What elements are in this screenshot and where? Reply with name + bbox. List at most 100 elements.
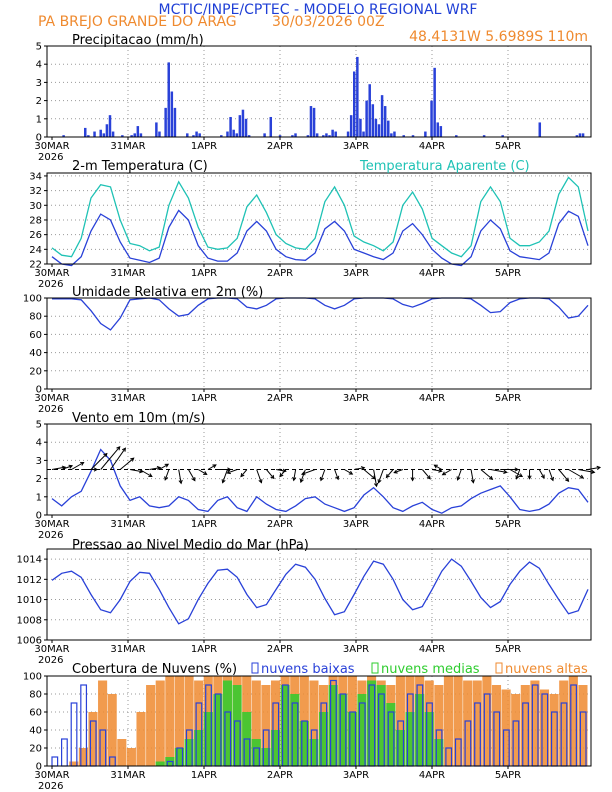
- wind-arrow: [139, 469, 153, 477]
- xtick-label: 1APR: [191, 644, 217, 655]
- cloud-bar-mid: [405, 712, 415, 766]
- pressure-line: [51, 558, 589, 625]
- panel-pressure: Pressao ao Nivel Medio do Mar (hPa) 1006…: [17, 538, 592, 666]
- wind-arrow-head: [470, 479, 475, 484]
- xtick-label: 1APR: [191, 393, 217, 404]
- cloud-bar-high: [107, 694, 117, 766]
- wind-arrow-head: [103, 452, 108, 458]
- wind-arrow-head: [226, 470, 231, 475]
- precip-bar: [192, 135, 195, 137]
- ytick-label: 1006: [17, 636, 42, 647]
- wind-arrow-head: [433, 464, 438, 469]
- xtick-label: 4APR: [419, 519, 445, 530]
- xtick-label: 5APR: [495, 770, 521, 781]
- cloud-bar-mid: [280, 685, 290, 766]
- wind-arrow: [266, 469, 275, 479]
- xtick-label: 5APR: [495, 393, 521, 404]
- precip-bar: [108, 115, 112, 137]
- ytick-label: 20: [29, 366, 42, 377]
- precip-bar: [291, 135, 294, 137]
- wind-arrow: [431, 469, 442, 472]
- cloud-bar-mid: [213, 694, 223, 766]
- wind-arrow: [90, 453, 108, 470]
- precip-bar: [87, 135, 90, 137]
- precip-bar: [170, 91, 174, 137]
- precip-bar: [439, 126, 443, 137]
- cloud-bar-high: [549, 694, 559, 766]
- xtick-year: 2026: [38, 152, 63, 163]
- pressure-xticks: 30MAR 31MAR 1APR 2APR 3APR 4APR 5APR 2026: [34, 640, 521, 666]
- wind-arrow: [558, 469, 569, 482]
- cloud-bar-high: [136, 712, 146, 766]
- ytick-label: 2: [36, 474, 42, 485]
- cloud-bar-mid: [270, 730, 281, 766]
- cloud-bar-low: [51, 756, 59, 767]
- precip-bar: [195, 131, 198, 137]
- apparent-temperature-line: [51, 176, 589, 258]
- wind-arrow-head: [515, 475, 520, 480]
- wind-arrow-head: [178, 479, 183, 485]
- legend-label-high: nuvens altas: [505, 662, 588, 677]
- xtick-label: 3APR: [343, 519, 369, 530]
- precip-bar: [130, 135, 133, 137]
- xtick-label: 5APR: [495, 519, 521, 530]
- precip-bar: [578, 133, 582, 137]
- wind-arrow: [129, 469, 143, 473]
- wind-speed-line: [51, 448, 589, 514]
- wind-xticks: 30MAR 31MAR 1APR 2APR 3APR 4APR 5APR 2026: [34, 515, 521, 541]
- ytick-label: 80: [29, 690, 42, 701]
- precip-bar: [331, 129, 334, 137]
- xtick-label: 3APR: [343, 141, 369, 152]
- precip-bar: [294, 133, 297, 137]
- precip-bar: [455, 135, 458, 137]
- panel-humidity: Umidade Relativa em 2m (%) 020406080100 …: [23, 285, 592, 415]
- cloud-bar-high: [568, 676, 578, 766]
- wind-arrow-head: [438, 468, 443, 473]
- wind-arrow-head: [527, 475, 532, 480]
- humidity-line: [52, 297, 589, 331]
- ytick-label: 0: [36, 133, 42, 144]
- panel-clouds-frame: [46, 675, 592, 767]
- wind-arrow-head: [377, 479, 382, 484]
- panel-precip-frame: [46, 45, 592, 138]
- precip-bar: [167, 62, 170, 137]
- ytick-label: 3: [36, 456, 42, 467]
- cloud-bar-high: [309, 680, 319, 766]
- cloud-bar-high: [463, 680, 473, 766]
- precip-bar: [390, 133, 393, 137]
- cloud-bar-mid: [386, 703, 396, 766]
- precip-bar: [105, 124, 109, 137]
- cloud-bar-high: [501, 689, 511, 766]
- ytick-label: 3: [36, 78, 42, 89]
- panel-humidity-grid: [47, 298, 591, 389]
- wind-arrow: [149, 467, 161, 470]
- wind-arrow: [222, 469, 228, 483]
- cloud-bar-high: [146, 685, 156, 766]
- precip-yticks: 0 1 2 3 4 5: [36, 42, 47, 144]
- cloud-bar-mid: [251, 739, 261, 766]
- ytick-label: 20: [29, 744, 42, 755]
- xtick-label: 2APR: [267, 268, 293, 279]
- wind-arrow-head: [93, 467, 99, 472]
- humidity-xticks: 30MAR 31MAR 1APR 2APR 3APR 4APR 5APR 2026: [34, 389, 521, 415]
- cloud-bar-high: [511, 694, 521, 766]
- precip-bar: [306, 135, 310, 137]
- wind-arrow: [434, 464, 443, 470]
- precip-bar: [164, 107, 167, 137]
- ytick-label: 26: [29, 230, 42, 241]
- wind-arrow: [373, 469, 378, 487]
- xtick-label: 31MAR: [110, 268, 145, 279]
- xtick-label: 5APR: [495, 268, 521, 279]
- cloud-bar-high: [184, 676, 194, 766]
- cloud-bar-high: [69, 761, 79, 766]
- wind-arrow: [386, 469, 394, 478]
- wind-arrow-head: [335, 475, 340, 481]
- wind-arrow: [354, 467, 365, 470]
- precip-bar: [186, 133, 189, 137]
- cloud-bar-mid: [415, 694, 425, 766]
- wind-arrow-head: [258, 479, 263, 484]
- cloud-bar-mid: [338, 694, 348, 766]
- legend-swatch-high: [495, 662, 503, 674]
- xtick-label: 30MAR: [34, 393, 69, 404]
- cloud-bar-high: [482, 676, 492, 766]
